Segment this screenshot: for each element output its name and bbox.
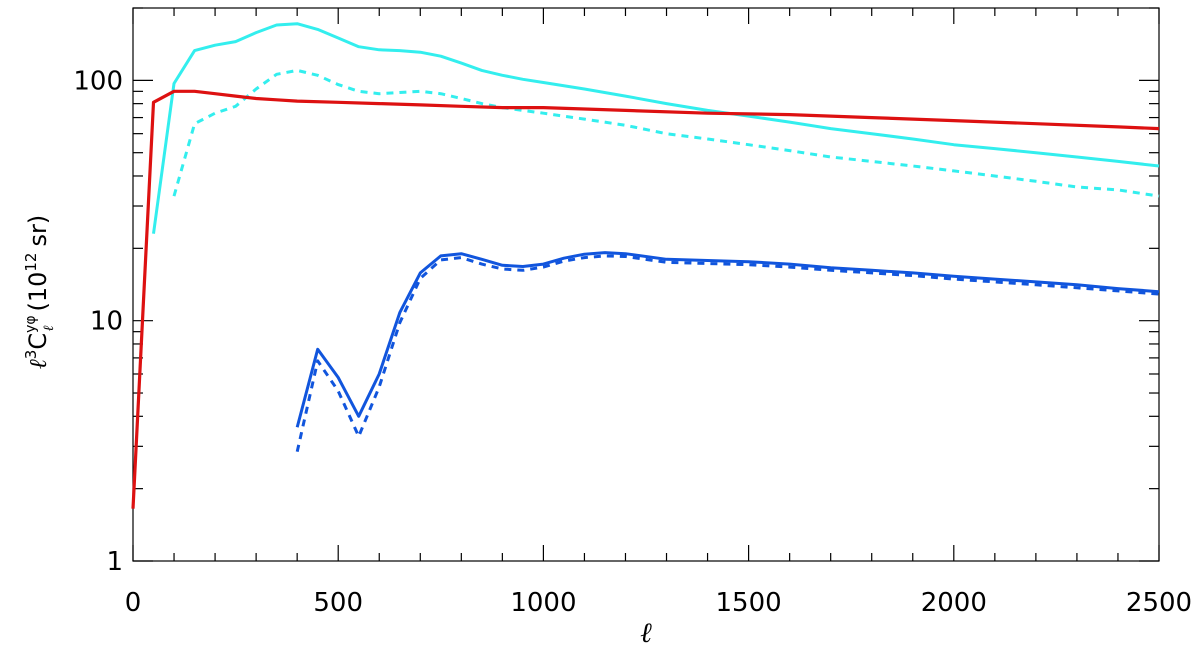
y-label-paren: (10 bbox=[24, 272, 52, 312]
y-label-sup: yφ bbox=[23, 315, 39, 333]
cyan-solid-line bbox=[152, 22, 1160, 234]
x-tick-label: 500 bbox=[313, 588, 363, 618]
y-label-ell: ℓ bbox=[24, 359, 52, 369]
y-tick-label: 10 bbox=[90, 307, 123, 337]
x-tick-label: 2500 bbox=[1126, 588, 1192, 618]
y-label-unit-power: 12 bbox=[22, 253, 40, 272]
x-axis-label: ℓ bbox=[640, 616, 652, 648]
x-tick-label: 1500 bbox=[716, 588, 782, 618]
series-group bbox=[131, 22, 1160, 509]
red-solid-line bbox=[131, 89, 1160, 509]
cyan-dashed-line bbox=[172, 68, 1160, 198]
plot-frame bbox=[132, 7, 1160, 562]
y-label-sub: ℓ bbox=[41, 325, 57, 331]
x-tick-label: 2000 bbox=[921, 588, 987, 618]
y-tick-label: 1 bbox=[106, 547, 123, 577]
y-label-power: 3 bbox=[22, 350, 40, 360]
x-tick-labels: 0 500 1000 1500 2000 2500 bbox=[125, 588, 1192, 618]
y-tick-labels: 1 10 100 bbox=[73, 66, 123, 577]
y-label-c: C bbox=[24, 333, 52, 350]
x-tick-label: 0 bbox=[125, 588, 142, 618]
y-axis-label: ℓ3Cyφ ℓ(1012sr) bbox=[22, 215, 57, 369]
x-tick-label: 1000 bbox=[510, 588, 576, 618]
major-ticks bbox=[132, 8, 1160, 562]
minor-ticks bbox=[133, 7, 1159, 561]
y-label-unit: sr) bbox=[24, 215, 52, 247]
blue-solid-line bbox=[295, 251, 1160, 428]
y-tick-label: 100 bbox=[73, 66, 123, 96]
blue-dashed-line bbox=[295, 254, 1160, 453]
